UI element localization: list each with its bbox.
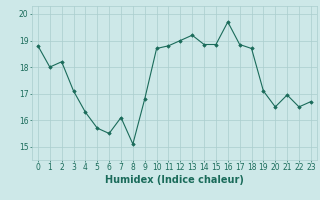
X-axis label: Humidex (Indice chaleur): Humidex (Indice chaleur) [105, 175, 244, 185]
